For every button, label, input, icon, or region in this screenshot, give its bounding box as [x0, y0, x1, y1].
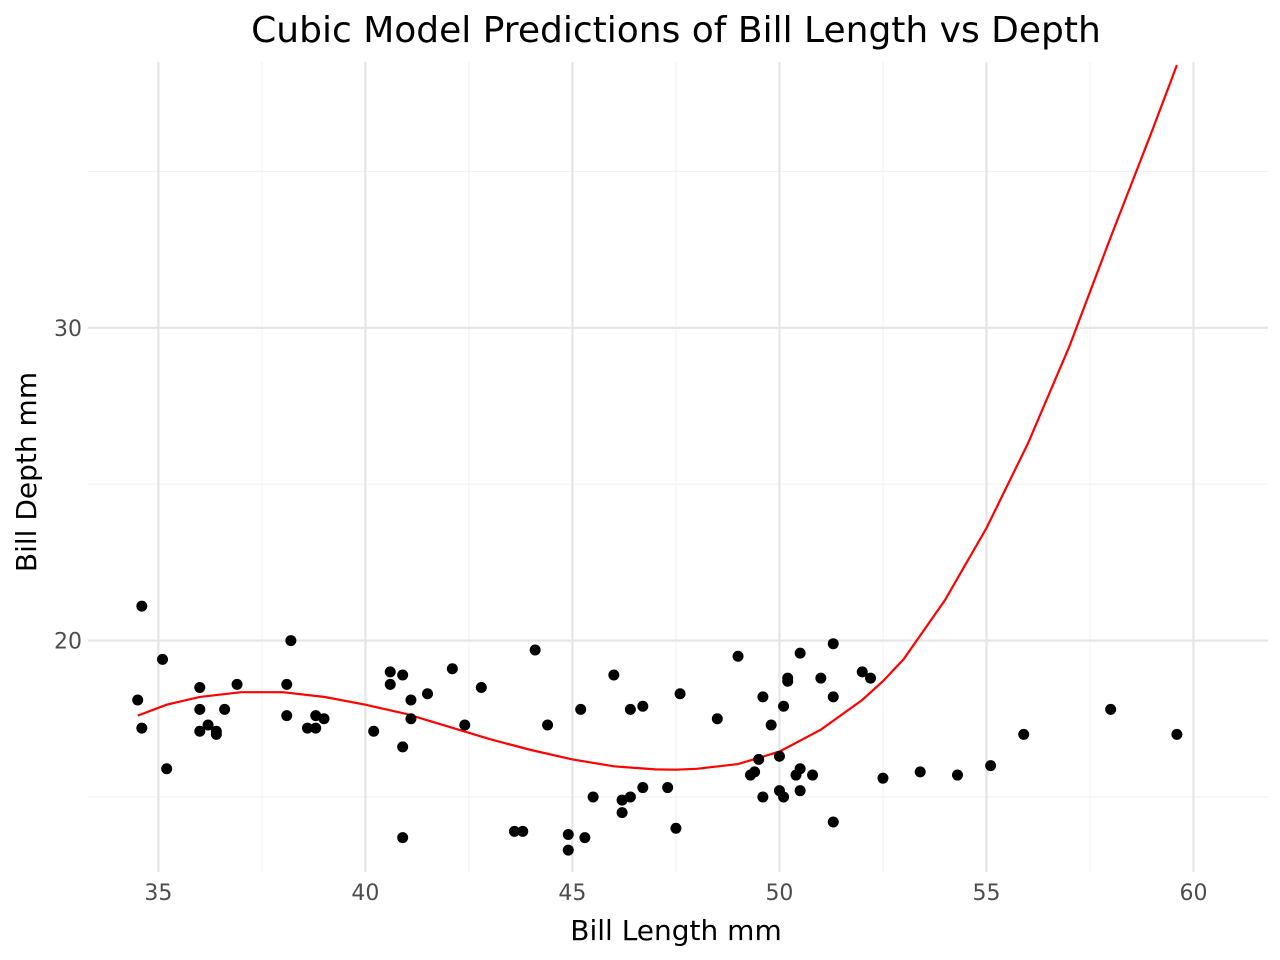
data-point	[508, 825, 520, 837]
data-point	[157, 653, 169, 665]
data-point	[231, 678, 243, 690]
data-point	[794, 763, 806, 775]
data-point	[202, 719, 214, 731]
data-point	[475, 681, 487, 693]
data-point	[575, 703, 587, 715]
data-point	[405, 713, 417, 725]
data-point	[765, 719, 777, 731]
data-point	[529, 644, 541, 656]
data-point	[782, 672, 794, 684]
data-point	[562, 828, 574, 840]
x-tick-label: 60	[1179, 881, 1207, 906]
data-point	[384, 666, 396, 678]
data-point	[877, 772, 889, 784]
data-point	[587, 791, 599, 803]
data-point	[310, 722, 322, 734]
data-point	[616, 794, 628, 806]
data-point	[194, 681, 206, 693]
data-point	[405, 694, 417, 706]
data-point	[285, 635, 297, 647]
data-point	[397, 741, 409, 753]
data-point	[951, 769, 963, 781]
data-point	[459, 719, 471, 731]
x-axis-title: Bill Length mm	[570, 914, 781, 947]
data-point	[637, 700, 649, 712]
data-point	[827, 691, 839, 703]
x-tick-label: 35	[144, 881, 172, 906]
data-point	[624, 791, 636, 803]
data-point	[517, 825, 529, 837]
data-point	[794, 785, 806, 797]
data-point	[807, 769, 819, 781]
data-point	[542, 719, 554, 731]
data-point	[397, 832, 409, 844]
data-point	[1171, 728, 1183, 740]
data-point	[281, 678, 293, 690]
data-point	[161, 763, 173, 775]
data-point	[579, 832, 591, 844]
data-point	[815, 672, 827, 684]
data-point	[914, 766, 926, 778]
data-point	[757, 691, 769, 703]
x-tick-label: 40	[351, 881, 379, 906]
data-point	[422, 688, 434, 700]
data-point	[368, 725, 380, 737]
data-point	[856, 666, 868, 678]
y-tick-label: 20	[54, 630, 82, 655]
data-point	[1105, 703, 1117, 715]
data-point	[711, 713, 723, 725]
data-point	[674, 688, 686, 700]
y-tick-label: 30	[54, 317, 82, 342]
grid	[88, 62, 1268, 872]
data-point	[778, 791, 790, 803]
data-point	[670, 822, 682, 834]
data-point	[794, 647, 806, 659]
data-point	[194, 703, 206, 715]
data-point	[318, 713, 330, 725]
data-point	[210, 728, 222, 740]
data-point	[985, 760, 997, 772]
data-point	[562, 844, 574, 856]
fit-line-layer	[137, 64, 1178, 771]
data-point	[136, 722, 148, 734]
data-point	[753, 753, 765, 765]
x-tick-label: 50	[765, 881, 793, 906]
data-point	[281, 710, 293, 722]
tick-labels: 35 40 45 50 55 60 20 30	[54, 317, 1207, 906]
data-point	[446, 663, 458, 675]
data-point	[310, 710, 322, 722]
chart-title: Cubic Model Predictions of Bill Length v…	[251, 10, 1101, 51]
data-point	[608, 669, 620, 681]
data-point	[778, 700, 790, 712]
data-point	[865, 672, 877, 684]
data-point	[624, 703, 636, 715]
data-point	[827, 816, 839, 828]
data-point	[1018, 728, 1030, 740]
data-point	[732, 650, 744, 662]
data-point	[749, 766, 761, 778]
data-point	[616, 807, 628, 819]
data-point	[827, 638, 839, 650]
fit-line	[137, 64, 1178, 771]
data-point	[637, 782, 649, 794]
data-point	[194, 725, 206, 737]
x-tick-label: 45	[558, 881, 586, 906]
data-point	[136, 600, 148, 612]
data-point	[132, 694, 144, 706]
data-point	[773, 750, 785, 762]
x-tick-label: 55	[972, 881, 1000, 906]
points-layer	[132, 600, 1183, 856]
data-point	[757, 791, 769, 803]
data-point	[301, 722, 313, 734]
data-point	[397, 669, 409, 681]
data-point	[384, 678, 396, 690]
data-point	[662, 782, 674, 794]
y-axis-title: Bill Depth mm	[10, 372, 43, 572]
data-point	[219, 703, 231, 715]
